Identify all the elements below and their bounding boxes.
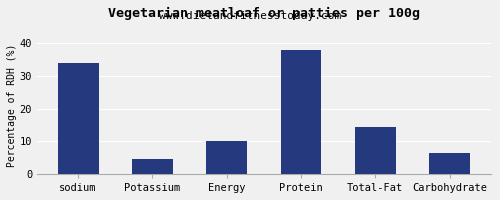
- Bar: [58, 63, 98, 174]
- Title: Vegetarian meatloaf or patties per 100g: Vegetarian meatloaf or patties per 100g: [108, 7, 420, 20]
- Bar: [132, 159, 173, 174]
- Bar: [280, 50, 322, 174]
- Y-axis label: Percentage of RDH (%): Percentage of RDH (%): [7, 44, 17, 167]
- Bar: [429, 153, 470, 174]
- Bar: [355, 127, 396, 174]
- Bar: [206, 141, 247, 174]
- Text: www.dietandfitnesstoday.com: www.dietandfitnesstoday.com: [159, 11, 341, 21]
